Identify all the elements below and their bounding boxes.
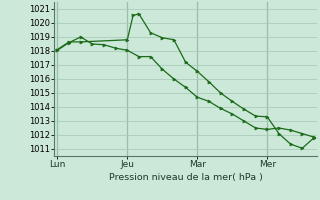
X-axis label: Pression niveau de la mer( hPa ): Pression niveau de la mer( hPa ) — [109, 173, 262, 182]
